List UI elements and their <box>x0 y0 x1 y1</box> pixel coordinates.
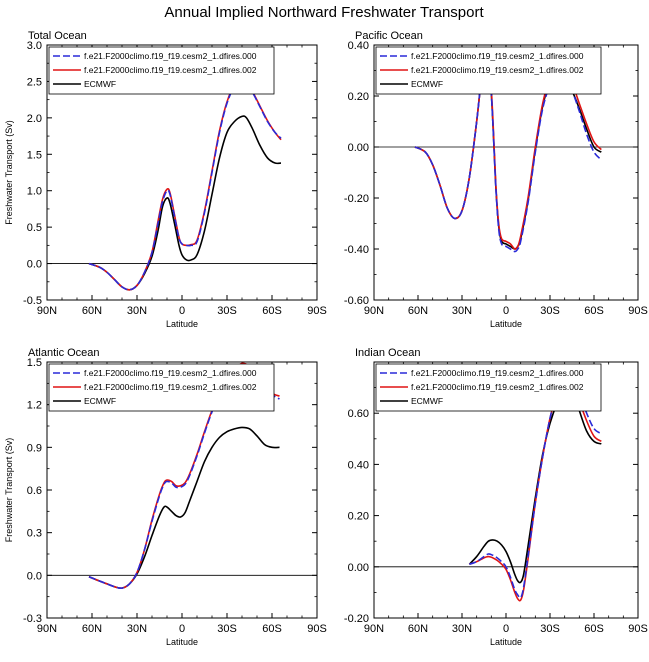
y-axis-label: Freshwater Transport (Sv) <box>4 120 14 225</box>
panel-atlantic-ocean: Atlantic Ocean 90N 60N 30N 0 30S 60S 90S -0.3 0.0… <box>4 347 327 647</box>
panel-total-ocean: Total Ocean 90N 60N 30N 0 30S 60S 90S -0.5 0.0 0.5… <box>4 30 327 329</box>
y-tick-label: -0.5 <box>23 295 42 307</box>
legend-label: f.e21.F2000climo.f19_f19.cesm2_1.dfires.… <box>411 368 584 378</box>
y-tick-label: 0.20 <box>348 91 369 103</box>
panel-pacific-ocean: Pacific Ocean 90N 60N 30N 0 30S 60S 90S -0.60 -0.… <box>344 30 648 329</box>
y-tick-label: 1.5 <box>27 357 42 369</box>
x-tick-label: 90S <box>307 623 327 635</box>
y-tick-label: 1.0 <box>27 186 42 198</box>
x-tick-label: 90S <box>628 623 648 635</box>
panel-title: Indian Ocean <box>355 347 420 359</box>
x-tick-label: 30S <box>217 623 237 635</box>
legend-label: ECMWF <box>411 79 443 89</box>
x-tick-label: 90N <box>364 623 384 635</box>
x-tick-label: 60S <box>262 305 282 317</box>
y-tick-label: 0.5 <box>27 222 42 234</box>
y-tick-label: 1.2 <box>27 400 42 412</box>
x-tick-label: 0 <box>503 305 509 317</box>
x-tick-label: 60S <box>262 623 282 635</box>
legend-label: f.e21.F2000climo.f19_f19.cesm2_1.dfires.… <box>84 65 257 75</box>
legend-label: f.e21.F2000climo.f19_f19.cesm2_1.dfires.… <box>84 382 257 392</box>
legend-label: f.e21.F2000climo.f19_f19.cesm2_1.dfires.… <box>84 368 257 378</box>
y-tick-label: 0.9 <box>27 442 42 454</box>
x-tick-label: 60S <box>584 305 604 317</box>
y-tick-label: -0.3 <box>23 613 42 625</box>
legend-label: ECMWF <box>84 79 116 89</box>
x-tick-label: 30S <box>217 305 237 317</box>
x-tick-label: 0 <box>179 305 185 317</box>
legend-box <box>375 46 602 95</box>
panel-title: Total Ocean <box>28 30 87 42</box>
series-line-dfires-000 <box>88 80 282 291</box>
y-tick-label: 0.40 <box>348 40 369 52</box>
x-tick-label: 30N <box>127 623 147 635</box>
legend-box <box>48 46 275 95</box>
x-tick-label: 30S <box>540 305 560 317</box>
y-tick-label: 0.40 <box>348 459 369 471</box>
y-tick-label: 0.60 <box>348 408 369 420</box>
legend-label: f.e21.F2000climo.f19_f19.cesm2_1.dfires.… <box>411 382 584 392</box>
x-tick-label: 90N <box>37 305 57 317</box>
panel-indian-ocean: Indian Ocean 90N 60N 30N 0 30S 60S 90S -0.20 0.00… <box>344 347 648 647</box>
panel-title: Atlantic Ocean <box>28 347 100 359</box>
y-tick-label: 0.6 <box>27 485 42 497</box>
x-tick-label: 60N <box>408 623 428 635</box>
y-tick-label: 0.20 <box>348 511 369 523</box>
y-tick-label: 0.00 <box>348 562 369 574</box>
y-tick-label: 0.0 <box>27 259 42 271</box>
y-tick-label: 0.3 <box>27 528 42 540</box>
series-line-dfires-000 <box>414 53 602 253</box>
x-tick-label: 60N <box>408 305 428 317</box>
y-tick-label: 3.0 <box>27 40 42 52</box>
legend-label: f.e21.F2000climo.f19_f19.cesm2_1.dfires.… <box>84 51 257 61</box>
x-tick-label: 90N <box>364 305 384 317</box>
x-tick-label: 0 <box>179 623 185 635</box>
x-tick-label: 90S <box>307 305 327 317</box>
legend: f.e21.F2000climo.f19_f19.cesm2_1.dfires.… <box>48 46 275 95</box>
x-tick-label: 60N <box>82 305 102 317</box>
legend-box <box>375 363 602 412</box>
y-tick-label: 2.5 <box>27 76 42 88</box>
y-tick-label: -0.20 <box>344 193 369 205</box>
figure-title: Annual Implied Northward Freshwater Tran… <box>164 4 484 21</box>
y-axis-label: Freshwater Transport (Sv) <box>4 438 14 543</box>
x-tick-label: 0 <box>503 623 509 635</box>
legend: f.e21.F2000climo.f19_f19.cesm2_1.dfires.… <box>375 46 602 95</box>
legend: f.e21.F2000climo.f19_f19.cesm2_1.dfires.… <box>48 363 275 412</box>
x-axis-label: Latitude <box>490 319 522 329</box>
x-tick-label: 30S <box>540 623 560 635</box>
legend-label: f.e21.F2000climo.f19_f19.cesm2_1.dfires.… <box>411 65 584 75</box>
x-tick-label: 90N <box>37 623 57 635</box>
x-axis-label: Latitude <box>166 319 198 329</box>
series-line-ecmwf <box>88 426 280 590</box>
x-tick-label: 30N <box>452 623 472 635</box>
legend-label: f.e21.F2000climo.f19_f19.cesm2_1.dfires.… <box>411 51 584 61</box>
x-tick-label: 60N <box>82 623 102 635</box>
panel-title: Pacific Ocean <box>355 30 423 42</box>
x-tick-label: 90S <box>628 305 648 317</box>
legend-label: ECMWF <box>84 396 116 406</box>
legend-box <box>48 363 275 412</box>
x-tick-label: 30N <box>452 305 472 317</box>
y-tick-label: 1.5 <box>27 149 42 161</box>
y-tick-label: -0.40 <box>344 244 369 256</box>
y-tick-label: 0.0 <box>27 570 42 582</box>
x-tick-label: 30N <box>127 305 147 317</box>
x-axis-label: Latitude <box>166 637 198 647</box>
y-tick-label: 0.00 <box>348 142 369 154</box>
x-axis-label: Latitude <box>490 637 522 647</box>
y-tick-label: -0.60 <box>344 295 369 307</box>
y-tick-label: 2.0 <box>27 113 42 125</box>
x-tick-label: 60S <box>584 623 604 635</box>
legend: f.e21.F2000climo.f19_f19.cesm2_1.dfires.… <box>375 363 602 412</box>
legend-label: ECMWF <box>411 396 443 406</box>
y-tick-label: -0.20 <box>344 613 369 625</box>
